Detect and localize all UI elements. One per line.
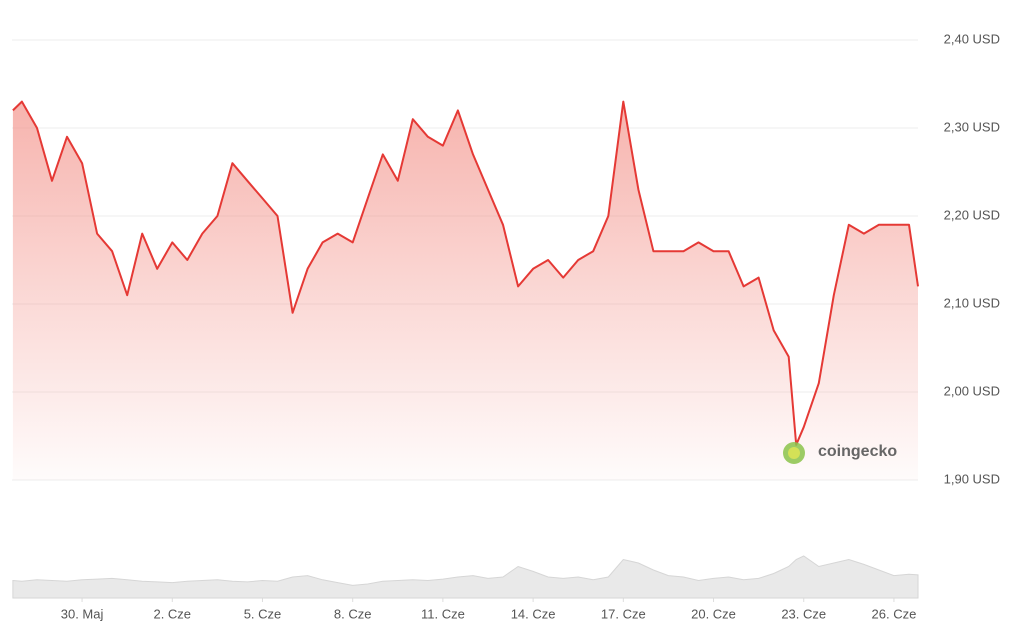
x-tick-label: 17. Cze <box>601 606 646 621</box>
y-tick-label: 2,40 USD <box>944 31 1000 46</box>
y-tick-label: 2,30 USD <box>944 119 1000 134</box>
y-tick-label: 2,00 USD <box>944 383 1000 398</box>
x-tick-label: 5. Cze <box>244 606 282 621</box>
x-tick-label: 30. Maj <box>61 606 104 621</box>
x-tick-label: 2. Cze <box>153 606 191 621</box>
plot-area <box>12 100 919 599</box>
volume-area <box>12 555 919 599</box>
y-tick-label: 2,20 USD <box>944 207 1000 222</box>
x-tick-label: 14. Cze <box>511 606 556 621</box>
x-tick-label: 11. Cze <box>421 606 465 621</box>
price-area <box>12 101 918 480</box>
y-tick-label: 2,10 USD <box>944 295 1000 310</box>
x-tick-label: 26. Cze <box>872 606 917 621</box>
x-tick-label: 23. Cze <box>781 606 826 621</box>
x-tick-label: 20. Cze <box>691 606 736 621</box>
watermark-logo-inner <box>788 447 800 459</box>
watermark: coingecko <box>818 443 897 460</box>
y-tick-label: 1,90 USD <box>944 471 1000 486</box>
price-line <box>12 100 919 446</box>
x-tick-label: 8. Cze <box>334 606 372 621</box>
